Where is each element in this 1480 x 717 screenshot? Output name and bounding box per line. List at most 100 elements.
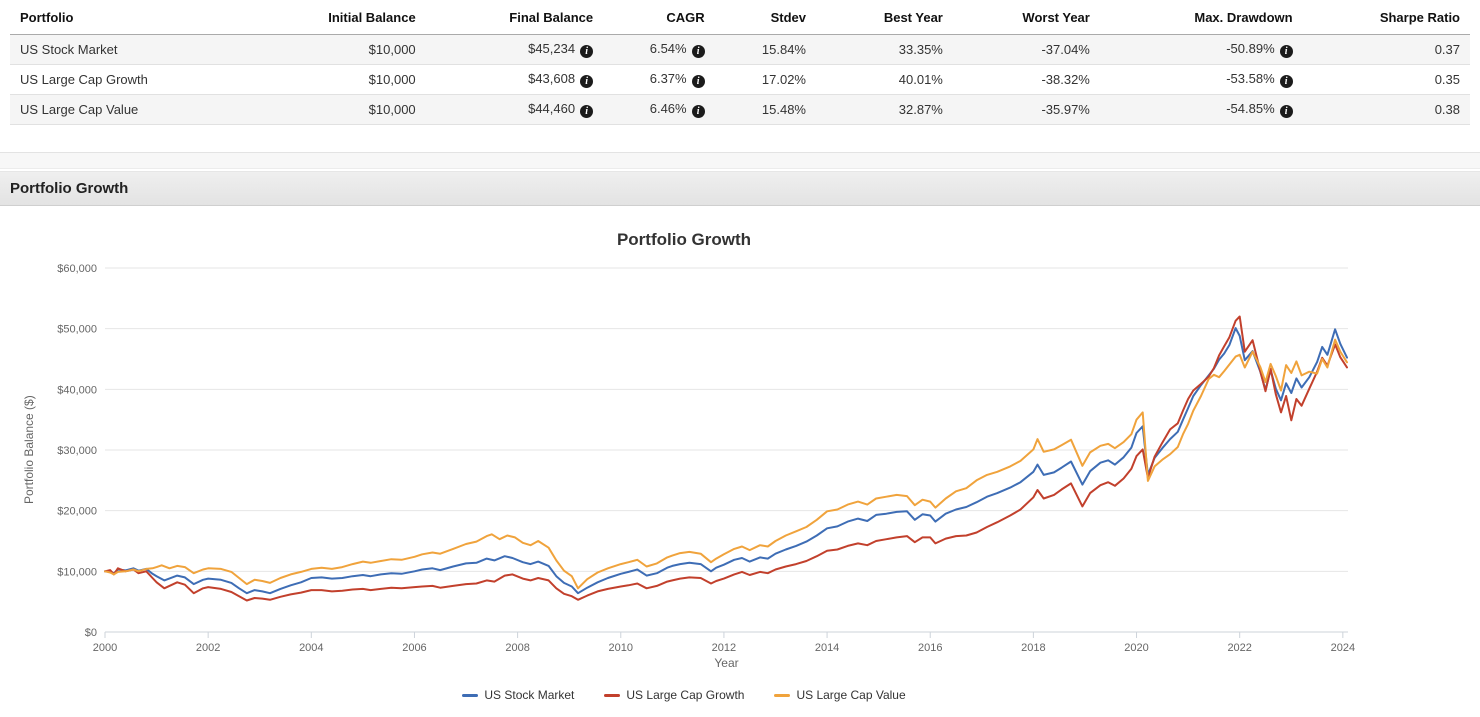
table-row: US Large Cap Value $10,000 $44,460 i 6.46% i 1… — [10, 94, 1470, 125]
x-tick-label: 2024 — [1331, 642, 1355, 654]
column-header: Initial Balance — [304, 0, 426, 35]
cell-value: -35.97% — [1041, 102, 1090, 117]
x-tick-label: 2014 — [815, 642, 839, 654]
cell-value: $43,608 — [528, 71, 576, 86]
table-cell: 6.46% i — [603, 94, 715, 125]
column-header: Max. Drawdown — [1099, 0, 1303, 35]
x-tick-label: 2008 — [505, 642, 529, 654]
legend-swatch — [462, 693, 479, 697]
cell-value: $44,460 — [528, 101, 576, 116]
table-cell: US Stock Market — [10, 34, 305, 65]
panel-title: Portfolio Growth — [10, 180, 129, 197]
column-header: Worst Year — [952, 0, 1100, 35]
table-cell: 0.37 — [1302, 34, 1470, 65]
cell-value: -53.58% — [1226, 71, 1275, 86]
table-cell: US Large Cap Value — [10, 94, 305, 125]
portfolio-summary-table: Portfolio Initial Balance Final Balance CAG… — [10, 0, 1470, 125]
table-cell: 15.84% — [714, 34, 816, 65]
x-tick-label: 2020 — [1124, 642, 1148, 654]
cell-value: 6.54% — [649, 41, 687, 56]
x-axis-title: Year — [714, 656, 739, 670]
x-tick-label: 2000 — [93, 642, 117, 654]
table-cell: 0.35 — [1302, 64, 1470, 95]
table-cell: 6.37% i — [603, 64, 715, 95]
column-header: Final Balance — [425, 0, 604, 35]
column-header: Best Year — [815, 0, 953, 35]
legend-item-us-large-cap-value[interactable]: US Large Cap Value — [774, 688, 906, 702]
legend-label: US Large Cap Value — [796, 688, 906, 702]
table-header-row: Portfolio Initial Balance Final Balance CAG… — [10, 0, 1470, 35]
cell-value: $10,000 — [368, 42, 416, 57]
table-cell: -35.97% — [952, 94, 1100, 125]
column-header: Stdev — [714, 0, 816, 35]
chart-title: Portfolio Growth — [616, 230, 752, 249]
x-tick-label: 2018 — [1021, 642, 1045, 654]
cell-value: -50.89% — [1226, 41, 1275, 56]
cell-value: $45,234 — [528, 41, 576, 56]
cell-value: 6.37% — [649, 71, 687, 86]
series-line-us-large-cap-value — [104, 338, 1348, 590]
table-cell: -37.04% — [952, 34, 1100, 65]
cell-value: 15.48% — [761, 102, 806, 117]
cell-value: 0.37 — [1434, 42, 1460, 57]
table-cell: -53.58% i — [1099, 64, 1303, 95]
table-cell: 15.48% — [714, 94, 816, 125]
legend-item-us-stock-market[interactable]: US Stock Market — [462, 688, 574, 702]
info-icon[interactable]: i — [1279, 75, 1293, 88]
cell-value: 17.02% — [761, 72, 806, 87]
table-cell: $43,608 i — [425, 64, 604, 95]
info-icon[interactable]: i — [580, 105, 594, 118]
info-icon[interactable]: i — [1279, 45, 1293, 58]
cell-value: US Large Cap Growth — [20, 72, 148, 87]
cell-value: 32.87% — [898, 102, 943, 117]
x-tick-label: 2004 — [299, 642, 323, 654]
x-tick-label: 2012 — [712, 642, 736, 654]
cell-value: -54.85% — [1226, 101, 1275, 116]
info-icon[interactable]: i — [691, 45, 705, 58]
table-cell: 0.38 — [1302, 94, 1470, 125]
table-cell: 6.54% i — [603, 34, 715, 65]
table-cell: -38.32% — [952, 64, 1100, 95]
column-header: Sharpe Ratio — [1302, 0, 1470, 35]
y-tick-label: $40,000 — [57, 384, 97, 396]
x-tick-label: 2006 — [402, 642, 426, 654]
cell-value: -38.32% — [1041, 72, 1090, 87]
info-icon[interactable]: i — [691, 75, 705, 88]
section-divider — [0, 152, 1480, 169]
table-cell: 32.87% — [815, 94, 953, 125]
cell-value: 15.84% — [761, 42, 806, 57]
x-tick-label: 2002 — [196, 642, 220, 654]
cell-value: 0.38 — [1434, 102, 1460, 117]
cell-value: -37.04% — [1041, 42, 1090, 57]
cell-value: US Stock Market — [20, 42, 118, 57]
y-tick-label: $0 — [85, 627, 97, 639]
cell-value: US Large Cap Value — [20, 102, 139, 117]
portfolio-growth-panel-header: Portfolio Growth — [0, 171, 1480, 206]
table-cell: $10,000 — [304, 34, 426, 65]
legend-item-us-large-cap-growth[interactable]: US Large Cap Growth — [604, 688, 744, 702]
table-body: US Stock Market $10,000 $45,234 i 6.54% i 15.8… — [10, 34, 1470, 125]
portfolio-growth-chart: $0 $10,000 $20,000 $30,000 $40,000 $50,000 $60… — [57, 263, 1355, 654]
y-tick-label: $10,000 — [57, 566, 97, 578]
table-header: Portfolio Initial Balance Final Balance CAG… — [10, 0, 1470, 35]
cell-value: 0.35 — [1434, 72, 1460, 87]
table-row: US Stock Market $10,000 $45,234 i 6.54% i 15.8… — [10, 34, 1470, 65]
table-cell: 17.02% — [714, 64, 816, 95]
table-cell: US Large Cap Growth — [10, 64, 305, 95]
cell-value: 40.01% — [898, 72, 943, 87]
info-icon[interactable]: i — [580, 45, 594, 58]
table-cell: $10,000 — [304, 94, 426, 125]
column-header: Portfolio — [10, 0, 305, 35]
y-tick-label: $50,000 — [57, 324, 97, 336]
table-row: US Large Cap Growth $10,000 $43,608 i 6.37% i… — [10, 64, 1470, 95]
info-icon[interactable]: i — [1279, 105, 1293, 118]
cell-value: $10,000 — [368, 102, 416, 117]
cell-value: $10,000 — [368, 72, 416, 87]
legend-label: US Large Cap Growth — [626, 688, 745, 702]
info-icon[interactable]: i — [691, 105, 705, 118]
cell-value: 6.46% — [649, 101, 687, 116]
info-icon[interactable]: i — [580, 75, 594, 88]
table-cell: $10,000 — [304, 64, 426, 95]
y-tick-label: $60,000 — [57, 263, 97, 275]
table-cell: $45,234 i — [425, 34, 604, 65]
